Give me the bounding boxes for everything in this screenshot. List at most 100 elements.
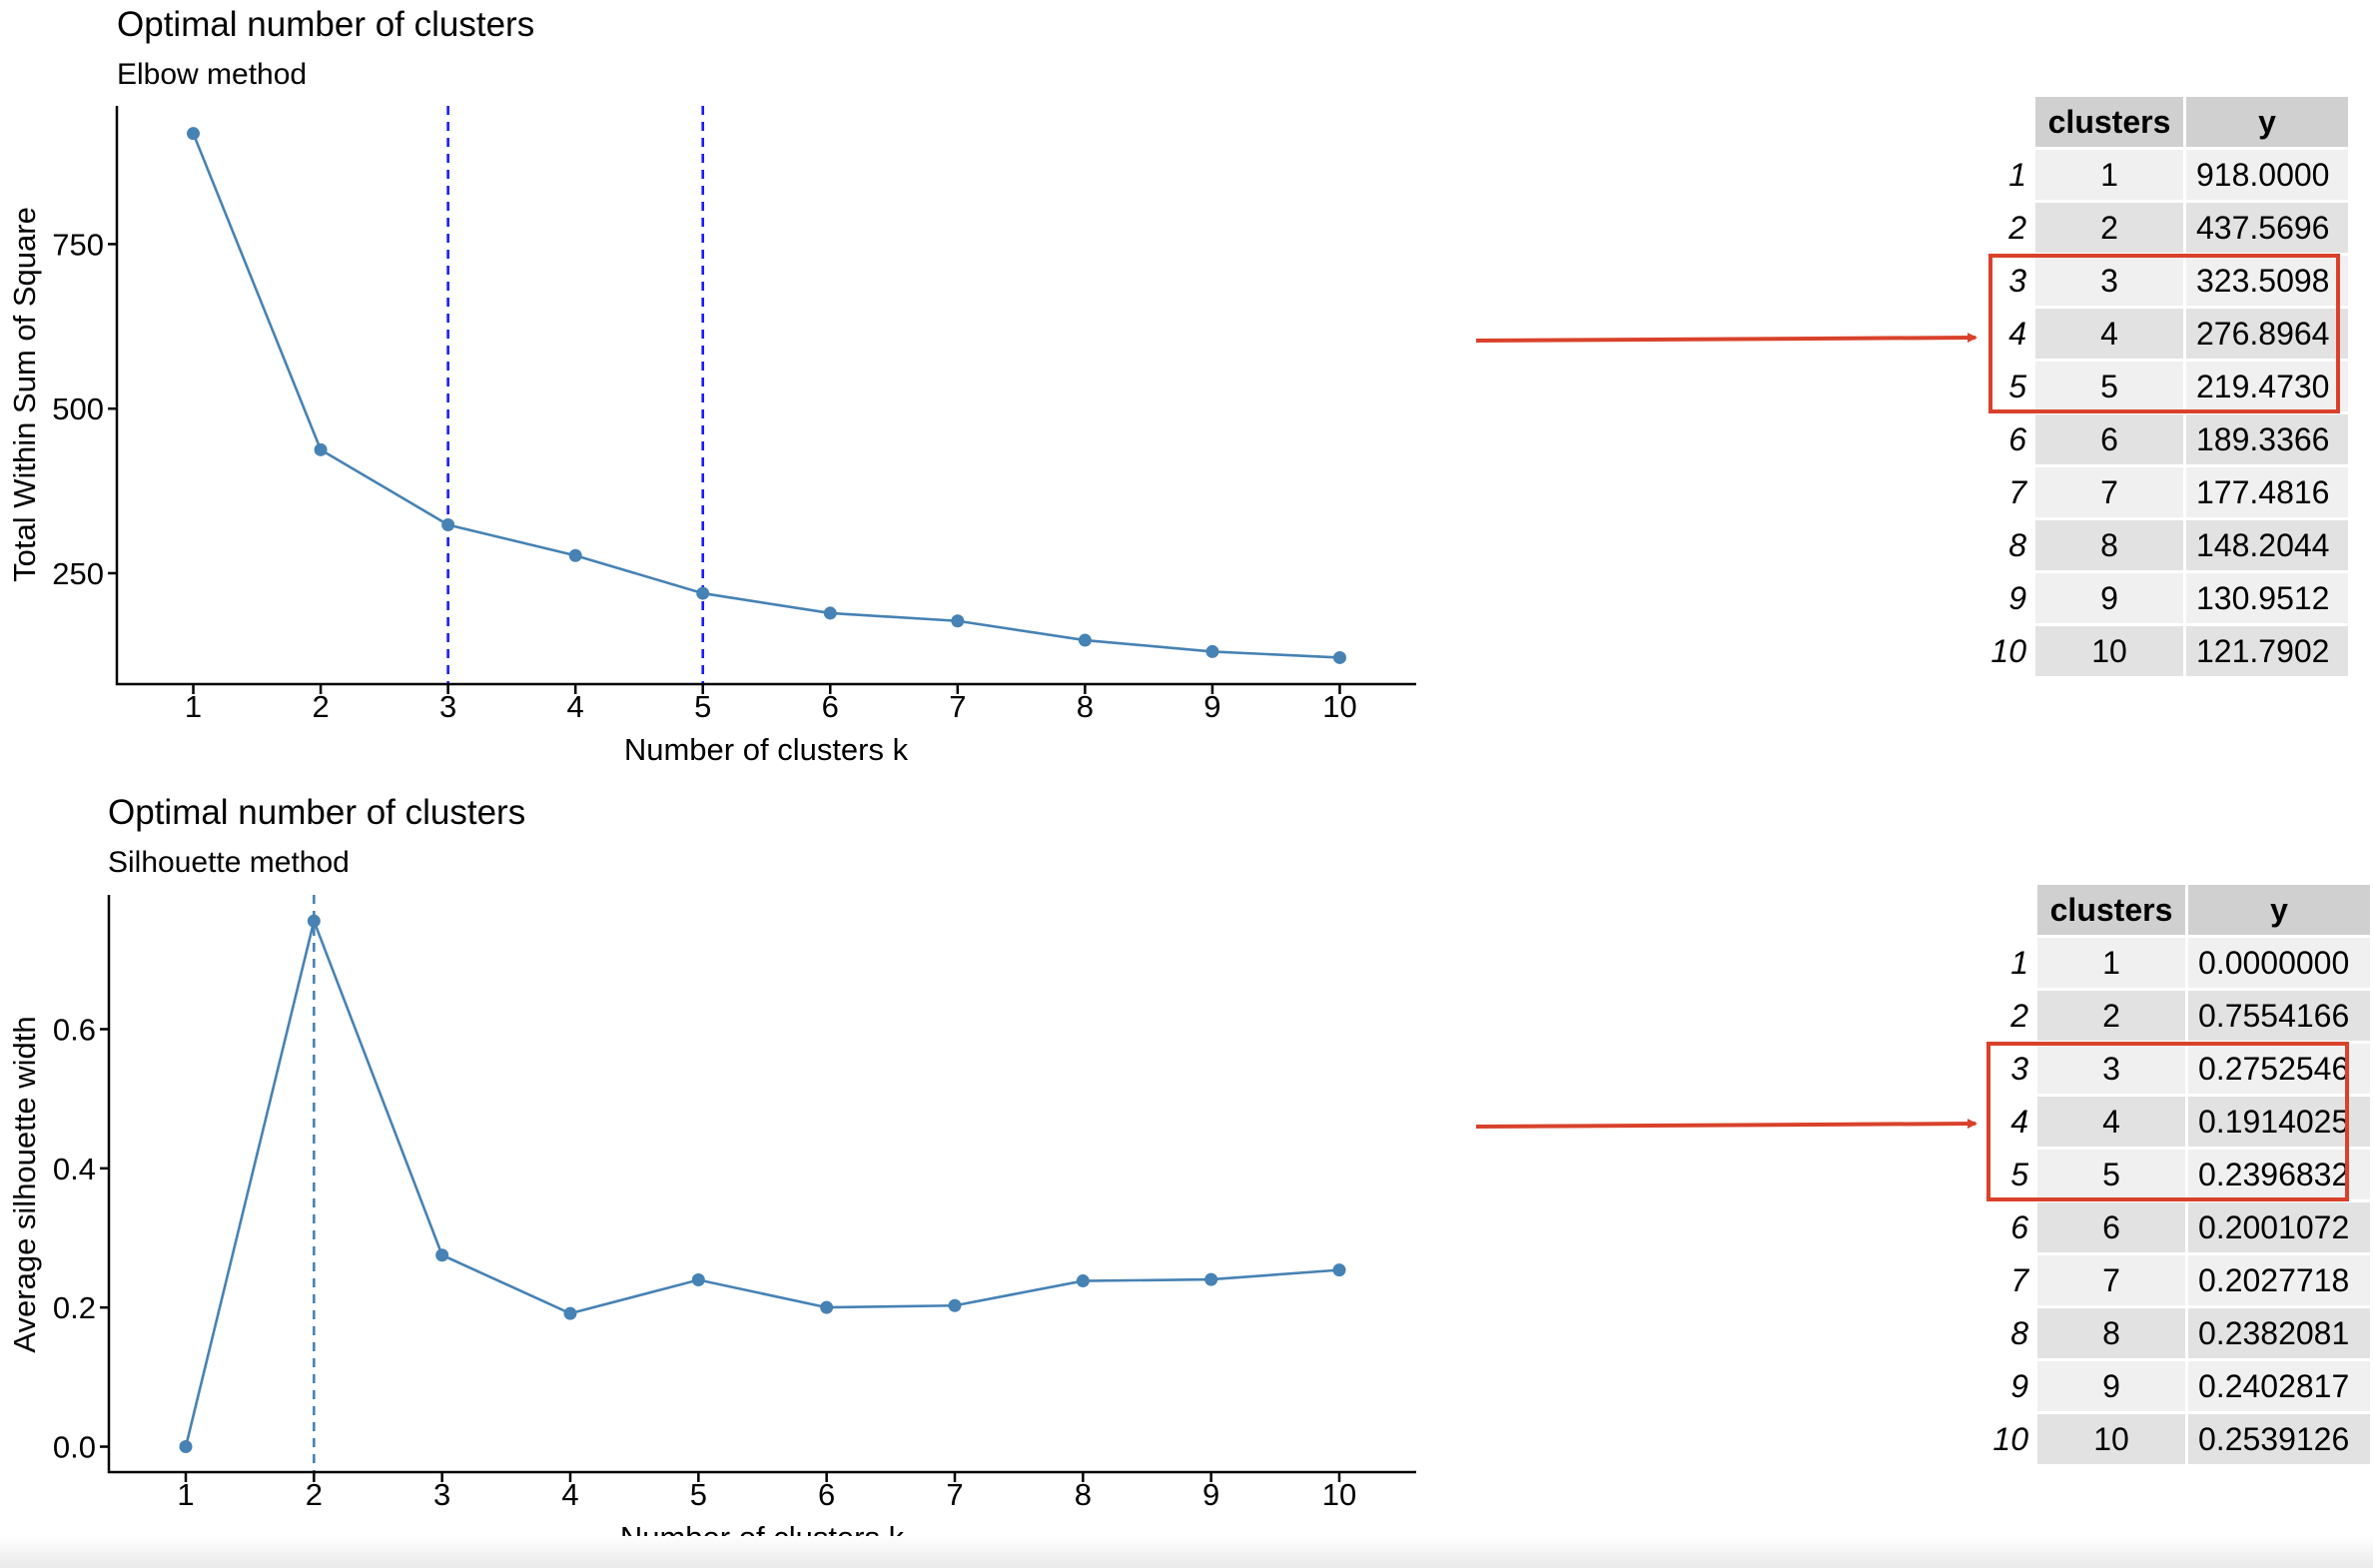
y-value-cell: 189.3366 [2186, 414, 2348, 464]
data-point [187, 127, 201, 141]
x-tick-label: 9 [1202, 1477, 1219, 1512]
table-row: 2 2 437.5696 [1988, 203, 2348, 253]
clusters-cell: 10 [2035, 626, 2183, 676]
y-value-cell: 0.0000000 [2188, 938, 2370, 988]
data-point [1204, 1272, 1218, 1286]
y-axis-label: Average silhouette width [7, 1016, 42, 1352]
table-row: 9 9 130.9512 [1988, 573, 2348, 623]
data-point [441, 518, 455, 532]
y-value-cell: 0.2396832 [2188, 1150, 2370, 1199]
row-name-cell: 3 [2010, 1050, 2028, 1087]
bottom-edge-shade [0, 1536, 2373, 1568]
y-tick-label: 500 [52, 392, 104, 426]
row-name-cell: 3 [2008, 262, 2026, 299]
data-point [563, 1306, 577, 1320]
x-axis-ticks: 1 2 3 4 5 6 7 8 9 10 [185, 684, 1357, 724]
data-point [435, 1248, 449, 1262]
series-line [192, 133, 1340, 659]
clusters-cell: 2 [2035, 203, 2183, 253]
clusters-cell: 8 [2035, 520, 2183, 570]
column-header-clusters: clusters [2037, 885, 2185, 935]
x-tick-label: 2 [312, 689, 329, 724]
x-tick-label: 5 [694, 689, 711, 724]
y-axis-ticks: 250 500 750 [52, 227, 117, 591]
highlight-box-top [1988, 254, 2340, 413]
x-tick-label: 8 [1077, 689, 1094, 724]
table-row: 8 8 0.2382081 [1978, 1308, 2370, 1358]
table-row: 4 4 276.8964 [1988, 309, 2348, 359]
data-point [307, 914, 321, 928]
table-row: 6 6 0.2001072 [1978, 1202, 2370, 1252]
row-name-cell: 7 [2010, 1261, 2028, 1298]
elbow-chart: Optimal number of clusters Elbow method … [7, 5, 1416, 767]
clusters-cell: 8 [2037, 1308, 2185, 1358]
x-tick-label: 5 [690, 1477, 707, 1512]
row-name-cell: 9 [2010, 1367, 2028, 1404]
x-tick-label: 1 [177, 1477, 194, 1512]
table-row: 7 7 0.2027718 [1978, 1255, 2370, 1305]
table-row: 6 6 189.3366 [1988, 414, 2348, 464]
data-point [568, 548, 582, 562]
row-name-cell: 8 [2010, 1314, 2028, 1351]
row-name-cell: 2 [2008, 209, 2026, 246]
row-name-cell: 10 [1990, 632, 2026, 669]
table-row: 3 3 323.5098 [1988, 256, 2348, 306]
x-tick-label: 4 [567, 689, 584, 724]
row-name-cell: 2 [2010, 997, 2028, 1034]
row-name-cell: 9 [2008, 579, 2026, 616]
y-value-cell: 130.9512 [2186, 573, 2348, 623]
y-value-cell: 0.2382081 [2188, 1308, 2370, 1358]
elbow-series [187, 127, 1346, 664]
data-point [1205, 644, 1219, 658]
row-name-cell: 6 [2010, 1208, 2028, 1245]
table-row: 9 9 0.2402817 [1978, 1361, 2370, 1411]
y-value-cell: 0.2027718 [2188, 1255, 2370, 1305]
x-tick-label: 9 [1203, 689, 1220, 724]
row-name-cell: 5 [2008, 368, 2026, 404]
x-tick-label: 6 [822, 689, 839, 724]
elbow-data-table: clusters y 1 1 918.0000 2 2 437.5696 3 3 323.509… [1985, 94, 2351, 679]
clusters-cell: 7 [2037, 1255, 2185, 1305]
y-value-cell: 148.2044 [2186, 520, 2348, 570]
data-point [696, 586, 710, 600]
table-row: 3 3 0.2752546 [1978, 1044, 2370, 1094]
y-value-cell: 121.7902 [2186, 626, 2348, 676]
data-point [691, 1273, 705, 1287]
table-row: 1 1 0.0000000 [1978, 938, 2370, 988]
silhouette-data-table: clusters y 1 1 0.0000000 2 2 0.7554166 3 3 0.275… [1976, 882, 2373, 1467]
column-header-y: y [2188, 885, 2370, 935]
table-row: 8 8 148.2044 [1988, 520, 2348, 570]
x-tick-label: 6 [818, 1477, 835, 1512]
y-axis-label: Total Within Sum of Square [7, 207, 42, 582]
x-tick-label: 4 [561, 1477, 578, 1512]
x-tick-label: 8 [1075, 1477, 1092, 1512]
table-header-row: clusters y [1978, 885, 2370, 935]
chart-title: Optimal number of clusters [108, 793, 525, 832]
data-point [1332, 1263, 1346, 1277]
y-value-cell: 0.2539126 [2188, 1414, 2370, 1464]
row-name-header [1978, 885, 2034, 935]
row-name-cell: 1 [2010, 944, 2028, 981]
clusters-cell: 10 [2037, 1414, 2185, 1464]
y-value-cell: 0.7554166 [2188, 991, 2370, 1041]
data-point [951, 614, 965, 628]
y-value-cell: 0.2752546 [2188, 1044, 2370, 1094]
y-value-cell: 0.2402817 [2188, 1361, 2370, 1411]
clusters-cell: 4 [2037, 1097, 2185, 1147]
table-row: 10 10 121.7902 [1988, 626, 2348, 676]
annotation-arrow-bottom [1475, 1119, 1978, 1130]
y-tick-label: 0.6 [53, 1012, 96, 1047]
clusters-cell: 5 [2035, 362, 2183, 411]
row-name-cell: 10 [1992, 1420, 2028, 1457]
data-point [1332, 650, 1346, 664]
y-tick-label: 0.2 [53, 1290, 96, 1325]
silhouette-chart: Optimal number of clusters Silhouette me… [7, 793, 1416, 1555]
table-row: 5 5 0.2396832 [1978, 1150, 2370, 1199]
y-value-cell: 0.2001072 [2188, 1202, 2370, 1252]
column-header-y: y [2186, 97, 2348, 147]
table-row: 4 4 0.1914025 [1978, 1097, 2370, 1147]
x-axis-ticks: 1 2 3 4 5 6 7 8 9 10 [177, 1472, 1356, 1512]
clusters-cell: 9 [2037, 1361, 2185, 1411]
x-tick-label: 3 [439, 689, 456, 724]
y-value-cell: 918.0000 [2186, 150, 2348, 200]
